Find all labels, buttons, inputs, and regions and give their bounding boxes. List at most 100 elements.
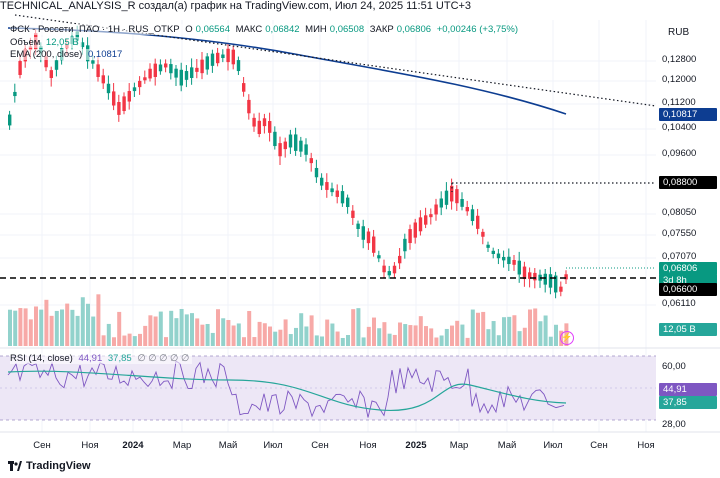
- candle-body: [75, 31, 79, 41]
- candle-body: [288, 134, 293, 148]
- time-axis-label: Ноя: [359, 440, 377, 451]
- volume-bar: [356, 308, 361, 346]
- candle-body: [439, 198, 443, 208]
- volume-bar: [543, 315, 548, 346]
- volume-bar: [60, 309, 64, 346]
- volume-bar: [195, 318, 200, 346]
- candle-body: [444, 190, 449, 205]
- candle-body: [257, 120, 261, 134]
- candle-body: [101, 75, 105, 84]
- candle-body: [434, 204, 438, 215]
- support-price-tag: 0,06600: [659, 283, 717, 296]
- volume-bar: [294, 327, 298, 346]
- volume-bar: [18, 308, 23, 346]
- candle-body: [387, 271, 391, 276]
- candle-body: [148, 68, 152, 79]
- candle-body: [18, 61, 22, 75]
- candle-body: [522, 266, 527, 280]
- tradingview-logo-icon: [8, 461, 22, 471]
- volume-bar: [28, 319, 33, 346]
- candle-body: [247, 99, 251, 114]
- lightning-icon[interactable]: ⚡: [560, 331, 574, 345]
- candle-body: [340, 191, 345, 204]
- volume-bar: [112, 337, 116, 346]
- volume-bar: [502, 317, 506, 346]
- volume-bar: [164, 337, 168, 346]
- volume-bar: [257, 321, 262, 346]
- volume-bar: [439, 335, 444, 346]
- volume-bar: [455, 320, 460, 346]
- volume-bar: [304, 326, 309, 346]
- volume-bar: [96, 294, 101, 346]
- rsi-label[interactable]: RSI (14, close): [10, 353, 73, 364]
- candle-body: [54, 60, 59, 70]
- symbol-tail: ПАО · 1Н · RUS_OTKP: [79, 24, 180, 35]
- candle-body: [512, 259, 516, 265]
- candle-body: [392, 265, 397, 274]
- volume-label[interactable]: Объем: [10, 37, 41, 48]
- candle-body: [543, 273, 547, 285]
- rsi-band: [0, 356, 656, 420]
- symbol-name[interactable]: ФСК - Россети: [10, 24, 74, 35]
- footer-brand[interactable]: TradingView: [8, 460, 91, 472]
- volume-bar: [138, 333, 142, 346]
- volume-bar: [372, 317, 376, 346]
- volume-bars: [8, 294, 569, 346]
- candle-body: [195, 67, 199, 72]
- rsi-legend: RSI (14, close) 44,91 37,85 ∅ ∅ ∅ ∅ ∅: [10, 353, 193, 364]
- volume-bar: [382, 322, 387, 346]
- rsi-value-tag: 44,91: [659, 383, 717, 396]
- volume-bar: [268, 326, 272, 346]
- volume-bar: [366, 326, 371, 346]
- rsi-value-2: 37,85: [107, 353, 132, 364]
- volume-bar: [418, 316, 423, 346]
- candle-body: [408, 229, 412, 244]
- volume-bar: [288, 334, 293, 346]
- candle-body: [418, 217, 423, 232]
- candle-body: [356, 223, 360, 229]
- volume-bar: [39, 309, 44, 346]
- candle-body: [231, 49, 235, 65]
- candle-body: [236, 60, 241, 72]
- candle-body: [455, 189, 459, 204]
- candle-body: [210, 53, 215, 66]
- volume-bar: [236, 323, 241, 346]
- time-axis-label: Мар: [172, 440, 192, 451]
- candle-body: [96, 64, 100, 77]
- candle-body: [486, 244, 490, 248]
- volume-bar: [205, 323, 210, 346]
- candle-body: [413, 222, 417, 238]
- volume-bar: [190, 313, 194, 346]
- volume-bar: [34, 306, 38, 346]
- candle-body: [450, 185, 454, 202]
- candle-body: [429, 214, 433, 218]
- ema-label[interactable]: EMA (200, close): [10, 49, 83, 60]
- candle-body: [465, 207, 469, 212]
- candle-body: [476, 215, 480, 229]
- candle-body: [268, 121, 272, 133]
- candle-body: [554, 275, 558, 293]
- candle-body: [28, 46, 33, 51]
- price-axis-label: 0,11200: [662, 97, 696, 108]
- candle-body: [314, 167, 319, 178]
- candle-body: [153, 63, 157, 77]
- volume-bar: [75, 315, 80, 346]
- volume-bar: [434, 337, 439, 346]
- candle-body: [44, 56, 48, 68]
- rsi-value-1: 44,91: [78, 353, 103, 364]
- candle-body: [273, 131, 277, 147]
- volume-bar: [231, 325, 236, 346]
- candle-body: [278, 143, 282, 157]
- currency-label[interactable]: RUB: [668, 27, 690, 38]
- candle-body: [470, 209, 475, 222]
- time-axis-label: Ноя: [81, 440, 99, 451]
- volume-bar: [174, 318, 179, 346]
- ema-line: [7, 27, 567, 115]
- candle-body: [200, 59, 204, 74]
- volume-bar: [554, 324, 558, 346]
- volume-bar: [127, 333, 132, 346]
- ema-value: 0,10817: [87, 49, 123, 60]
- time-axis-label: Май: [218, 440, 238, 451]
- volume-bar: [184, 314, 189, 346]
